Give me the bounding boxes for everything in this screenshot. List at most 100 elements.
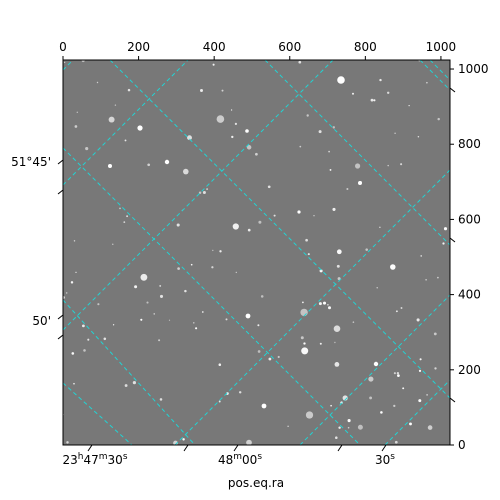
star-140 [168,319,171,321]
star-17 [216,115,225,123]
dec-tick-label-0: 51°45' [11,155,51,169]
star-130 [351,92,355,95]
star-110 [393,404,396,408]
star-1 [267,185,271,189]
star-90 [159,398,163,401]
star-166 [119,207,121,210]
bright-star-9 [297,210,301,214]
star-57 [347,426,350,429]
star-163 [187,135,192,141]
star-31 [218,400,221,403]
star-16 [369,396,373,400]
star-146 [347,419,351,423]
star-148 [247,228,251,232]
star-132 [300,336,304,340]
x-axis-label: pos.eq.ra [228,476,284,490]
star-165 [416,318,420,322]
star-167 [218,363,222,366]
star-51 [419,358,422,361]
star-96 [396,372,400,375]
star-20 [355,163,361,169]
star-103 [108,116,115,123]
star-53 [219,250,222,253]
star-97 [211,266,214,269]
top-tick-label-4: 800 [354,40,377,54]
star-28 [112,324,115,326]
grid-line-4 [419,60,450,91]
star-18 [306,114,309,117]
right-tick-label-4: 800 [458,137,481,151]
dec-tick-group [57,87,456,403]
star-36 [234,122,238,126]
star-33 [182,438,185,441]
star-164 [437,117,440,121]
star-65 [332,126,336,129]
star-114 [335,436,338,439]
star-68 [334,341,336,344]
dec-tick-mark-2 [57,314,64,320]
star-29 [394,440,398,444]
star-95 [70,281,74,284]
star-75 [427,425,433,430]
star-79 [305,238,308,242]
star-24 [305,411,314,419]
star-43 [65,292,68,294]
star-91 [397,374,400,377]
star-47 [420,255,423,257]
star-11 [126,215,129,218]
star-14 [257,324,260,327]
bright-star-1 [137,125,143,131]
star-61 [134,285,138,289]
star-137 [379,226,381,228]
ra-tick-mark-4 [381,444,387,452]
star-115 [146,301,149,304]
dec-tick-mark-0 [57,159,64,165]
star-9 [258,220,262,224]
sky-image [63,60,450,445]
star-157 [318,130,322,134]
bright-star-5 [261,403,267,409]
ra-tick-mark-3 [337,444,343,452]
star-66 [376,287,378,289]
grid-line-3 [264,60,450,246]
star-138 [230,109,233,111]
dec-tick-mark-1 [57,189,64,195]
dec-tick-mark-4 [449,87,456,93]
top-pixel-axis: 0 200 400 600 800 1000 [59,40,456,60]
grid-line-1 [63,147,361,445]
bright-star-4 [245,313,251,319]
star-5 [327,306,332,310]
right-tick-label-0: 0 [458,438,466,452]
star-34 [417,136,420,138]
star-25 [437,276,439,279]
star-72 [373,99,376,102]
grid-line-7 [299,294,450,445]
star-144 [273,214,276,217]
right-pixel-axis: 0 200 400 600 800 1000 [450,62,489,452]
star-151 [319,269,323,273]
star-119 [386,91,390,95]
coordinate-grid [63,60,450,445]
grid-line-9 [63,60,74,71]
star-67 [338,426,341,429]
bright-star-8 [245,129,249,133]
star-22 [328,150,330,153]
star-117 [425,279,427,281]
star-92 [329,168,332,171]
star-82 [87,338,90,341]
star-32 [346,187,349,191]
star-126 [301,347,309,355]
star-58 [370,98,374,102]
star-80 [332,207,336,211]
star-124 [73,382,75,385]
star-15 [159,284,162,287]
ra-tick-label-0: 23h47m30s [62,452,127,467]
top-tick-label-0: 0 [59,40,67,54]
star-23 [408,105,410,107]
star-99 [159,294,164,298]
top-tick-label-5: 1000 [426,40,457,54]
star-74 [394,132,396,135]
star-64 [330,404,332,407]
right-tick-label-1: 200 [458,363,481,377]
